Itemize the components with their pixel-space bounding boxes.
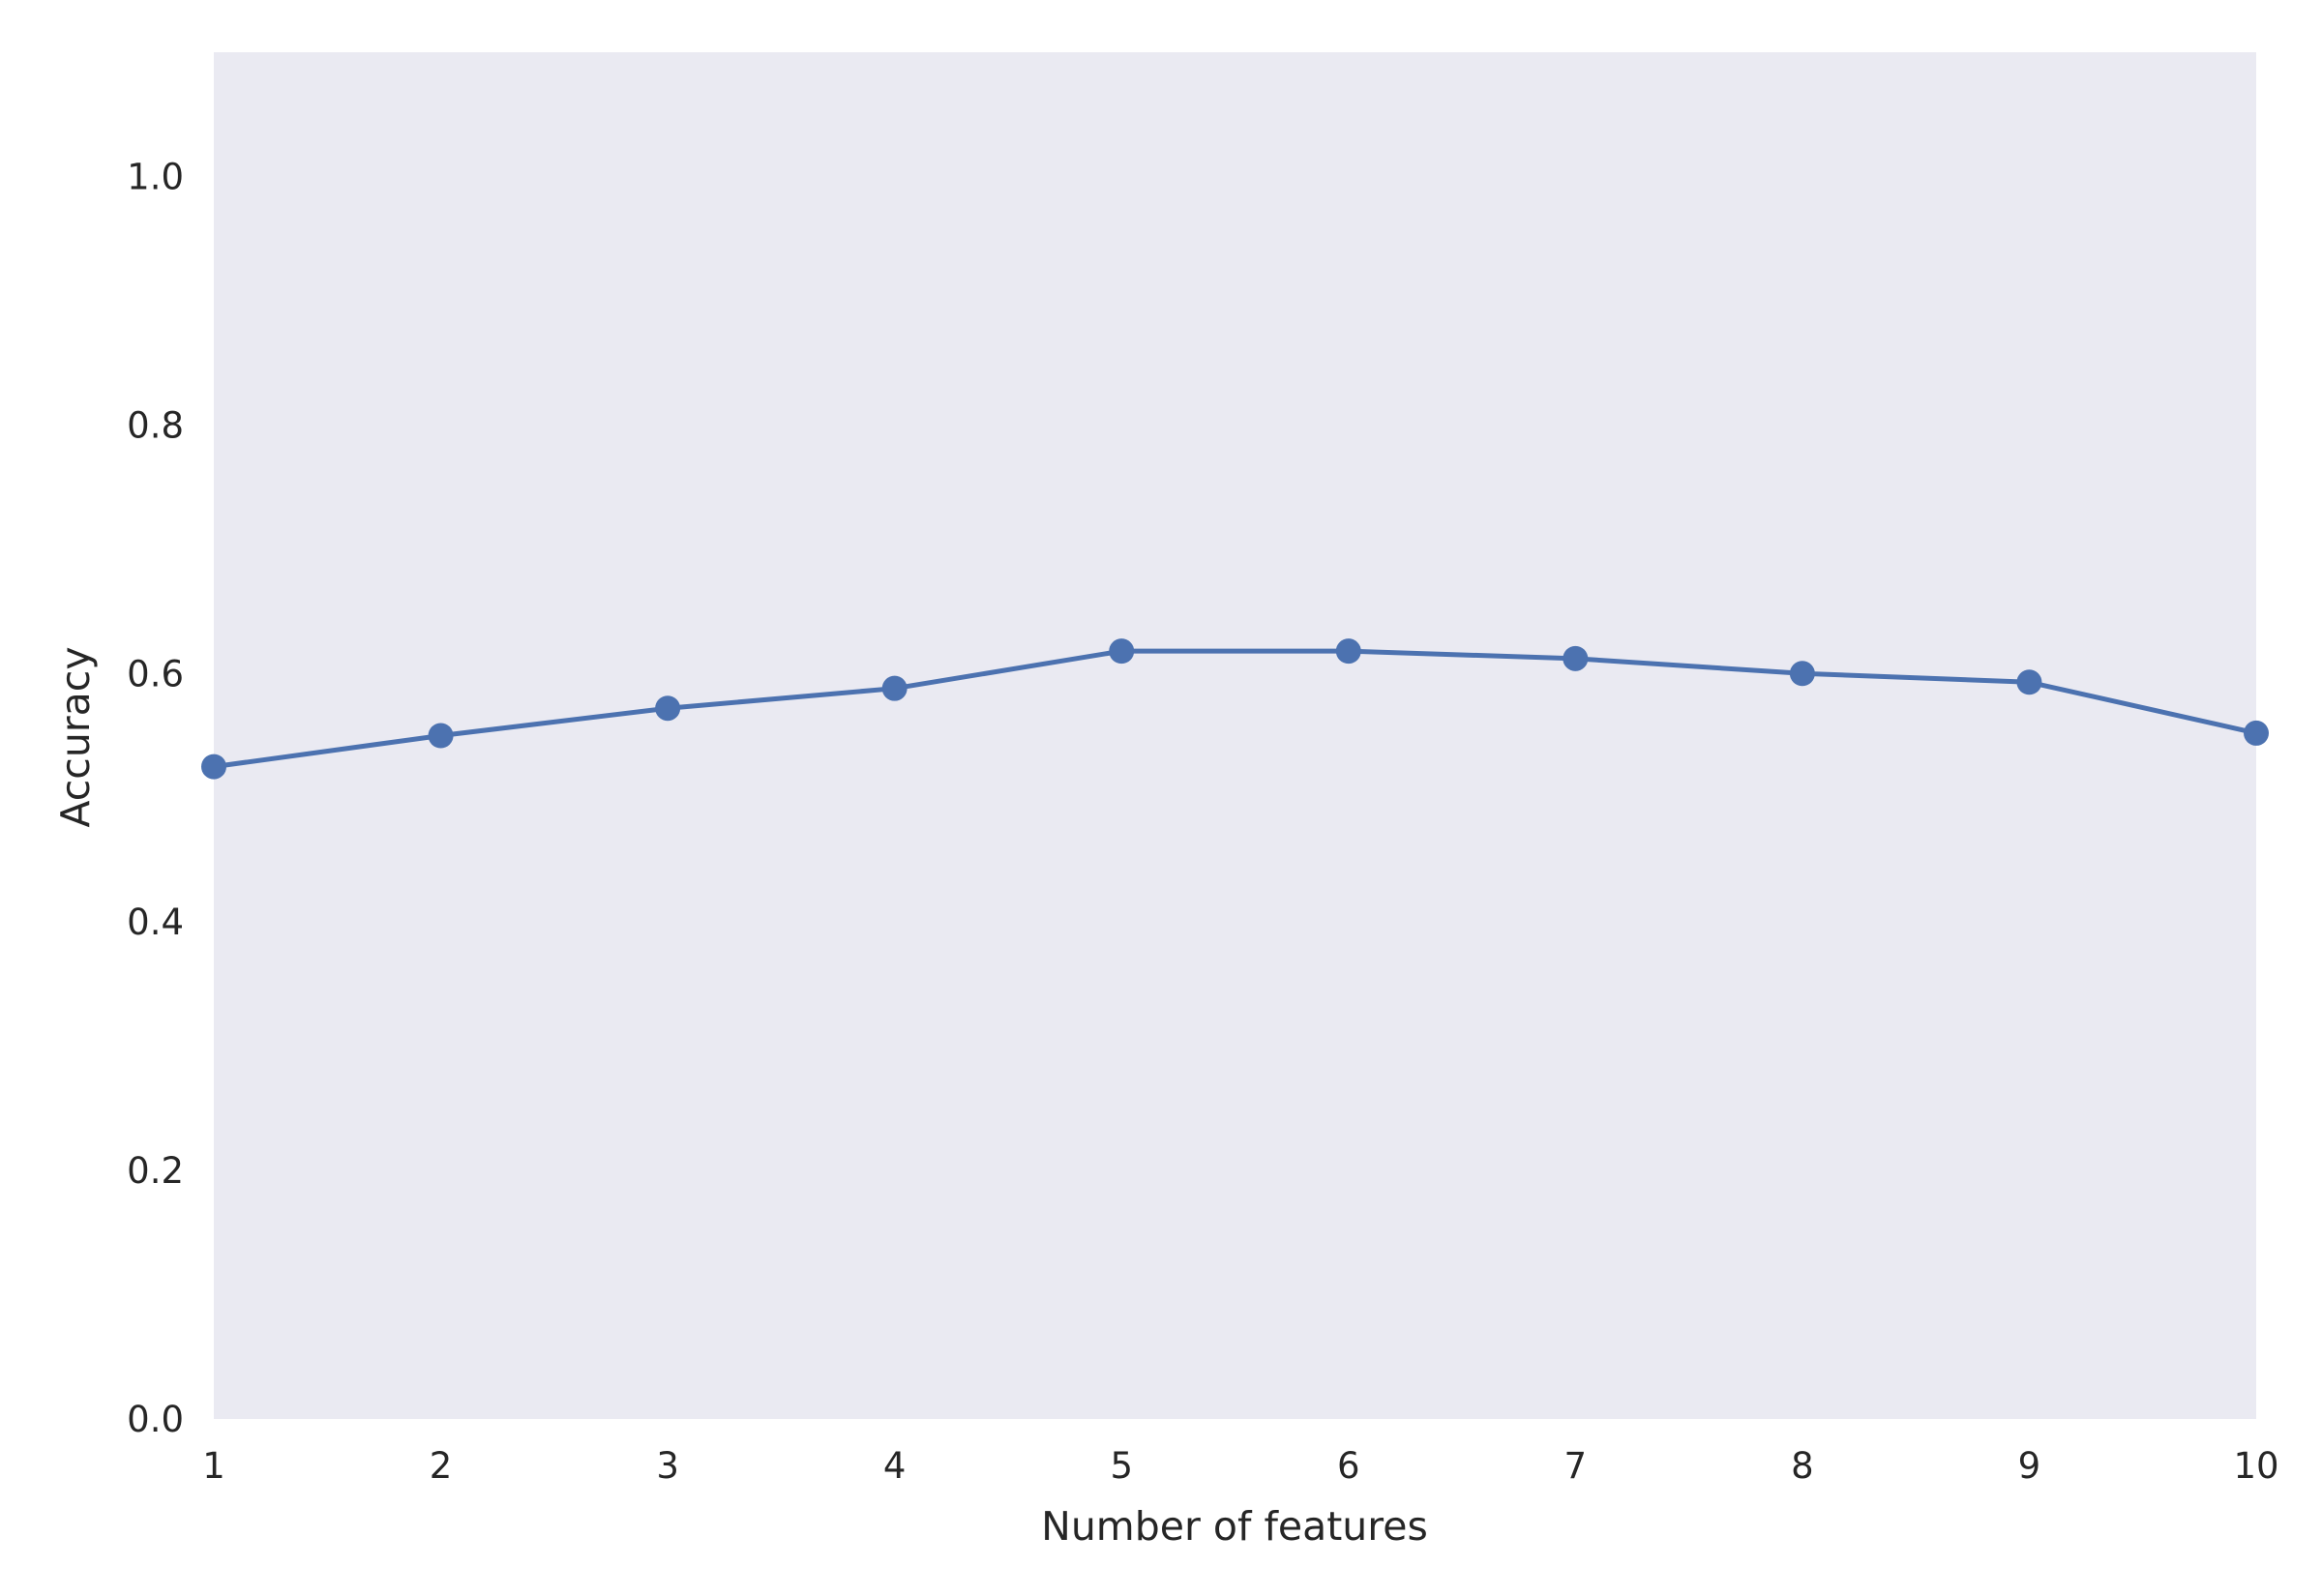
y-tick-label: 0.4 (127, 901, 184, 943)
data-markers (201, 638, 2269, 780)
y-tick-label: 0.8 (127, 404, 184, 446)
x-tick-label: 8 (1791, 1445, 1814, 1487)
data-point (2244, 720, 2269, 746)
y-tick-label: 1.0 (127, 156, 184, 197)
data-point (1789, 661, 1815, 687)
y-tick-label: 0.2 (127, 1150, 184, 1192)
x-tick-label: 3 (656, 1445, 679, 1487)
data-point (655, 695, 681, 722)
x-tick-label: 7 (1564, 1445, 1588, 1487)
x-tick-label: 10 (2233, 1445, 2278, 1487)
y-tick-labels: 0.0 0.2 0.4 0.6 0.8 1.0 (127, 156, 184, 1440)
x-tick-label: 2 (430, 1445, 453, 1487)
x-tick-label: 1 (202, 1445, 225, 1487)
x-tick-label: 5 (1110, 1445, 1133, 1487)
data-point (881, 675, 908, 701)
x-tick-labels: 1 2 3 4 5 6 7 8 9 10 (202, 1445, 2278, 1487)
data-point (201, 754, 226, 780)
plot-area (214, 52, 2256, 1419)
data-point (1335, 638, 1361, 665)
data-point (2016, 669, 2042, 695)
series-line (211, 648, 2259, 770)
x-tick-label: 4 (883, 1445, 907, 1487)
y-axis-title: Accuracy (52, 646, 99, 827)
data-point (1563, 645, 1589, 671)
x-axis-title: Number of features (1041, 1503, 1428, 1550)
data-point (1109, 638, 1135, 665)
y-tick-label: 0.6 (127, 653, 184, 695)
x-tick-label: 6 (1337, 1445, 1360, 1487)
data-point (428, 723, 454, 749)
x-tick-label: 9 (2018, 1445, 2041, 1487)
y-tick-label: 0.0 (127, 1399, 184, 1440)
